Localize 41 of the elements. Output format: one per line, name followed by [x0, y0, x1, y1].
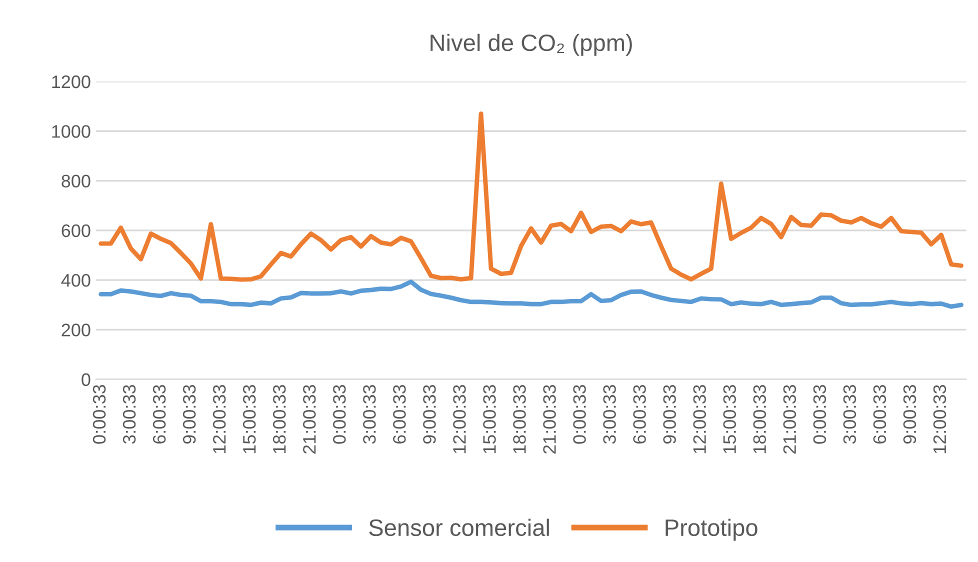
x-tick-label: 12:00:33 [453, 385, 466, 454]
x-tick-label: 6:00:33 [393, 385, 406, 444]
x-tick-label: 21:00:33 [783, 385, 796, 454]
x-tick-label: 15:00:33 [723, 385, 736, 454]
x-tick-label: 0:00:33 [573, 385, 586, 444]
legend-label: Sensor comercial [369, 518, 549, 536]
y-tick-label: 800 [62, 174, 90, 188]
x-tick-label: 12:00:33 [933, 385, 946, 454]
y-tick-label: 600 [62, 224, 90, 238]
x-tick-label: 6:00:33 [633, 385, 646, 444]
x-tick-label: 6:00:33 [873, 385, 886, 444]
x-tick-label: 21:00:33 [303, 385, 316, 454]
x-tick-label: 0:00:33 [92, 385, 106, 444]
x-tick-label: 18:00:33 [753, 385, 766, 454]
x-tick-label: 15:00:33 [483, 385, 496, 454]
x-tick-label: 3:00:33 [122, 385, 136, 444]
legend-label: Prototipo [666, 518, 758, 541]
x-tick-label: 3:00:33 [603, 385, 616, 444]
x-tick-label: 18:00:33 [513, 385, 526, 454]
x-tick-label: 9:00:33 [663, 385, 676, 444]
x-tick-label: 0:00:33 [813, 385, 826, 444]
x-tick-label: 0:00:33 [333, 385, 346, 444]
x-tick-label: 3:00:33 [363, 385, 376, 444]
line-series [98, 280, 964, 309]
y-tick-label: 1200 [52, 75, 90, 88]
line-series [98, 112, 964, 282]
x-tick-label: 9:00:33 [903, 385, 916, 444]
y-tick-label: 0 [82, 373, 90, 386]
chart-title: Nivel de CO₂ (ppm) [430, 34, 632, 56]
y-tick-label: 400 [61, 274, 90, 287]
x-tick-label: 6:00:33 [152, 385, 166, 444]
x-tick-label: 9:00:33 [423, 385, 436, 444]
y-tick-label: 1000 [52, 125, 90, 138]
x-tick-label: 15:00:33 [242, 385, 256, 454]
x-tick-label: 12:00:33 [212, 385, 226, 454]
x-tick-label: 18:00:33 [272, 385, 286, 454]
x-tick-label: 9:00:33 [182, 385, 196, 444]
x-tick-label: 12:00:33 [693, 385, 706, 454]
y-tick-label: 200 [62, 324, 90, 336]
x-tick-label: 21:00:33 [543, 385, 556, 454]
x-tick-label: 3:00:33 [843, 385, 856, 444]
